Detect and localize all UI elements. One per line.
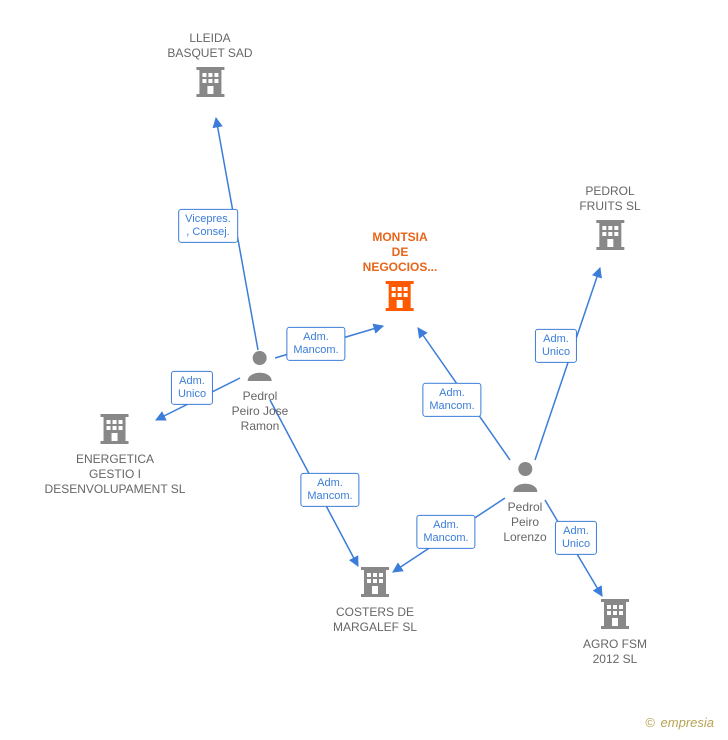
edge-label-3: Adm. Mancom. <box>300 473 359 507</box>
edge-label-0: Vicepres. , Consej. <box>178 209 238 243</box>
node-label-agro: AGRO FSM 2012 SL <box>583 637 647 667</box>
building-icon <box>599 597 631 633</box>
node-label-costers: COSTERS DE MARGALEF SL <box>333 605 417 635</box>
building-icon <box>194 65 226 101</box>
building-icon <box>359 565 391 601</box>
edge-label-5: Adm. Unico <box>535 329 577 363</box>
node-lorenzo[interactable]: Pedrol Peiro Lorenzo <box>503 460 546 545</box>
node-energ[interactable]: ENERGETICA GESTIO I DESENVOLUPAMENT SL <box>45 412 186 497</box>
node-label-jose: Pedrol Peiro Jose Ramon <box>232 389 289 434</box>
edge-label-6: Adm. Mancom. <box>416 515 475 549</box>
node-label-energ: ENERGETICA GESTIO I DESENVOLUPAMENT SL <box>45 452 186 497</box>
building-icon <box>384 279 416 315</box>
person-icon <box>245 349 275 385</box>
edge-label-7: Adm. Unico <box>555 521 597 555</box>
node-costers[interactable]: COSTERS DE MARGALEF SL <box>333 565 417 635</box>
edge-label-4: Adm. Mancom. <box>422 383 481 417</box>
edge-label-2: Adm. Unico <box>171 371 213 405</box>
node-jose[interactable]: Pedrol Peiro Jose Ramon <box>232 349 289 434</box>
node-label-lorenzo: Pedrol Peiro Lorenzo <box>503 500 546 545</box>
node-agro[interactable]: AGRO FSM 2012 SL <box>583 597 647 667</box>
node-label-lleida: LLEIDA BASQUET SAD <box>167 31 252 61</box>
copyright-symbol: © <box>645 715 655 730</box>
watermark-text: empresia <box>661 715 714 730</box>
watermark: © empresia <box>645 715 714 730</box>
diagram-canvas: Vicepres. , Consej. Adm. Mancom. Adm. Un… <box>0 0 728 740</box>
building-icon <box>594 218 626 254</box>
node-label-fruits: PEDROL FRUITS SL <box>579 184 640 214</box>
node-lleida[interactable]: LLEIDA BASQUET SAD <box>167 31 252 101</box>
node-montsia[interactable]: MONTSIA DE NEGOCIOS... <box>363 230 438 315</box>
person-icon <box>510 460 540 496</box>
node-fruits[interactable]: PEDROL FRUITS SL <box>579 184 640 254</box>
edge-label-1: Adm. Mancom. <box>286 327 345 361</box>
edge-lorenzo-fruits <box>535 268 600 460</box>
node-label-montsia: MONTSIA DE NEGOCIOS... <box>363 230 438 275</box>
building-icon <box>99 412 131 448</box>
